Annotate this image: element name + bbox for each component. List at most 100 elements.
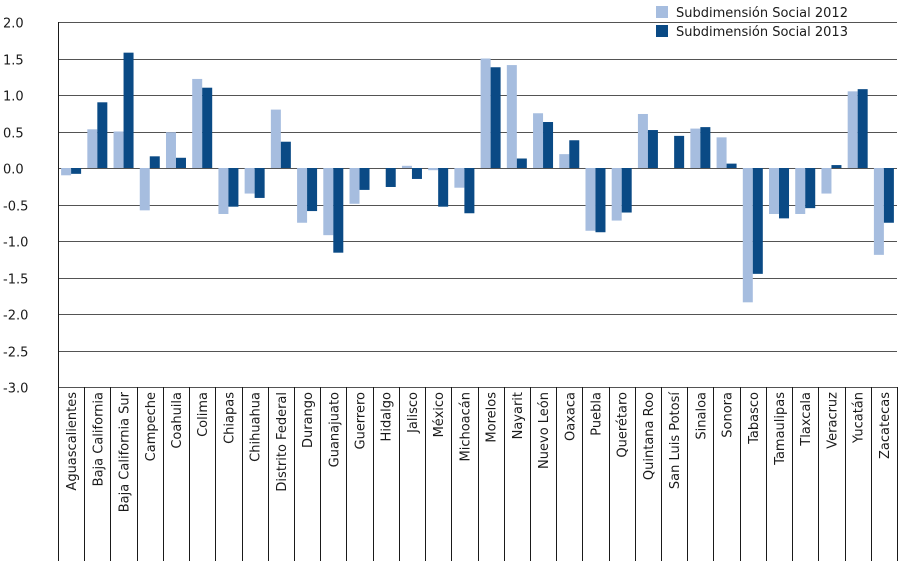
category-label: Durango [301,392,316,448]
bar [87,129,98,168]
bar [585,168,596,231]
bar [123,52,134,168]
category-label: Yucatán [852,392,867,444]
category-label: Sinaloa [694,392,709,440]
category-label: Veracruz [825,392,840,449]
bar [831,165,842,168]
bar [506,65,517,168]
legend-swatch [656,6,668,18]
legend-entry: Subdimensión Social 2013 [676,25,848,40]
y-tick-label: 2.0 [3,17,24,32]
bar [543,122,554,168]
category-label: Hidalgo [380,392,395,441]
category-label: Chiapas [222,392,237,444]
x-category-labels: Aguascalientes Baja California Baja Califo… [65,391,893,512]
bar [726,163,737,168]
bar [857,89,868,168]
bar [779,168,790,219]
bar [516,158,527,168]
bar [700,127,711,168]
category-label: Aguascalientes [65,392,80,491]
category-label: Sonora [721,392,736,438]
bar [149,156,160,168]
category-label: Jalisco [406,392,421,434]
bar [464,168,475,214]
y-tick-label: -3.0 [3,382,28,397]
bar [218,168,229,214]
bar [595,168,606,233]
bar [71,168,82,174]
y-tick-label: 0.0 [3,163,24,178]
category-label: Tamaulipas [773,392,788,466]
bar [438,168,449,207]
category-label: Guanajuato [327,392,342,467]
category-label: Baja California [91,392,106,486]
bar [139,168,150,211]
bars [61,52,894,303]
bar [847,91,858,168]
y-tick-label: -1.5 [3,273,28,288]
bar [621,168,632,213]
bar [175,157,186,168]
bar [307,168,318,212]
bar [270,109,281,168]
bar [674,135,685,168]
bar [873,168,884,255]
legend: Subdimensión Social 2012 Subdimensión Soc… [656,6,848,40]
category-label: Tabasco [747,392,762,445]
bar [752,168,763,274]
category-label: Puebla [589,392,604,436]
bar [805,168,816,209]
bar [821,168,832,194]
category-label: Chihuahua [249,392,264,462]
category-label: Oaxaca [563,392,578,441]
category-label: Nayarit [511,392,526,439]
bar [61,168,72,176]
bar [637,113,648,168]
bar [795,168,806,214]
category-label: Michoacán [458,392,473,462]
category-label: Querétaro [616,392,631,458]
bar [690,128,701,168]
bar [202,87,213,168]
bar [385,168,396,187]
bar [716,137,727,168]
y-tick-label: -0.5 [3,200,28,215]
bar [490,67,501,168]
bar [533,113,544,168]
y-tick-label: 1.0 [3,90,24,105]
y-tick-labels: 2.0 1.5 1.0 0.5 0.0 -0.5 -1.0 -1.5 -2.0 -2.5 -3.0 [3,17,28,397]
legend-swatch [656,25,668,37]
bar [769,168,780,214]
axes [58,22,898,561]
bar [411,168,422,179]
y-tick-label: -2.5 [3,346,28,361]
bar [359,168,370,190]
y-tick-label: -2.0 [3,309,28,324]
bar [333,168,344,253]
bar [280,141,291,168]
bar [428,168,439,171]
category-label: San Luis Potosí [668,392,683,490]
bar [569,140,580,168]
bar [647,130,658,168]
bar [254,168,265,198]
category-label: Quintana Roo [642,392,657,480]
category-label: Nuevo León [537,392,552,469]
bar [401,165,412,168]
bar [113,131,124,168]
bar [228,168,239,207]
category-label: Tlaxcala [799,392,814,447]
legend-entry: Subdimensión Social 2012 [676,6,848,21]
bar [97,102,108,168]
category-label: Morelos [485,392,500,443]
category-label: México [432,392,447,437]
y-tick-label: -1.0 [3,236,28,251]
bar [192,78,203,168]
bar [454,168,465,188]
y-tick-label: 0.5 [3,127,24,142]
category-label: Distrito Federal [275,392,290,492]
category-label: Campeche [144,392,159,461]
bar [742,168,753,303]
